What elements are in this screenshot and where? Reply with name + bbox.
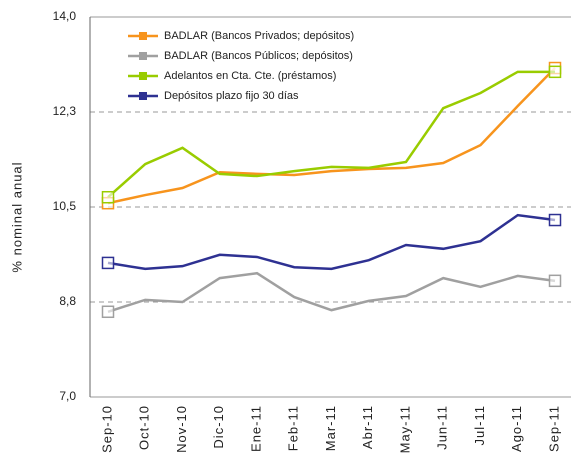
end-marker [548,274,562,288]
end-marker [548,213,562,227]
x-tick-label: May-11 [397,405,412,453]
legend-marker [139,92,147,100]
x-tick-label: Mar-11 [323,405,338,451]
end-marker [101,256,115,270]
y-tick-label: 12,3 [53,104,77,118]
legend-marker [139,52,147,60]
legend-box [118,25,386,105]
series-line [107,67,556,205]
end-marker [101,305,115,319]
legend-label: BADLAR (Bancos Privados; depósitos) [164,30,354,42]
series-line [107,70,555,199]
end-marker [101,190,115,204]
y-tick-label: 10,5 [53,199,77,213]
legend-marker [139,72,147,80]
y-tick-label: 14,0 [53,9,77,23]
x-tick-label: Oct-10 [137,405,152,450]
x-tick-label: Nov-10 [174,405,189,453]
x-tick-label: Ene-11 [248,405,263,452]
x-tick-label: Abr-11 [360,405,375,449]
series-line [107,271,556,313]
y-tick-label: 7,0 [59,389,76,403]
x-tick-label: Sep-10 [99,405,114,453]
end-marker [548,65,562,79]
y-tick-label: 8,8 [59,294,76,308]
x-tick-label: Jun-11 [435,405,450,450]
x-tick-label: Sep-11 [546,405,561,452]
x-tick-label: Ago-11 [509,405,524,452]
y-axis-label: % nominal anual [9,161,24,272]
legend-label: BADLAR (Bancos Públicos; depósitos) [164,50,353,62]
legend-label: Adelantos en Cta. Cte. (préstamos) [164,70,336,82]
x-tick-label: Dic-10 [211,405,226,449]
x-tick-label: Feb-11 [286,405,301,451]
x-tick-label: Jul-11 [472,405,487,445]
legend-marker [139,32,147,40]
series-line [107,213,556,271]
legend-label: Depósitos plazo fijo 30 días [164,90,299,102]
